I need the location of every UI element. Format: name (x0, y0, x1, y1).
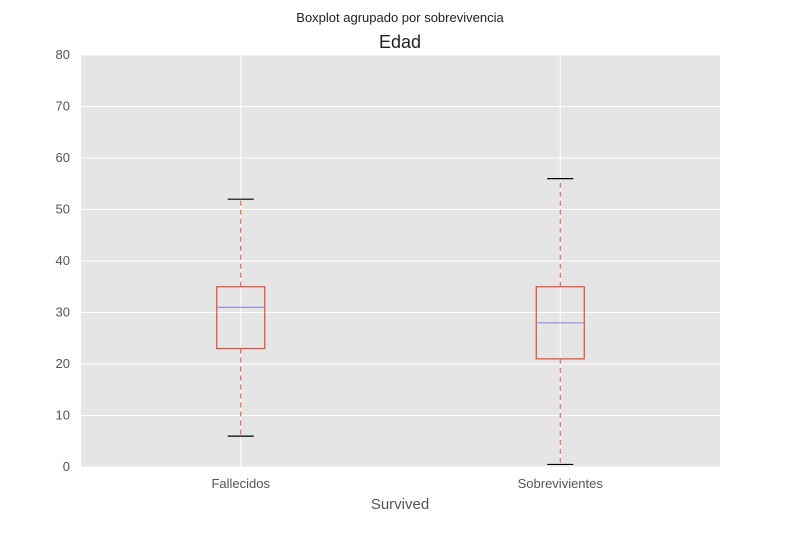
y-tick-label: 0 (63, 459, 70, 474)
y-tick-label: 20 (56, 356, 70, 371)
y-tick-label: 70 (56, 99, 70, 114)
chart-title: Edad (379, 32, 421, 52)
iqr-box (216, 286, 266, 350)
boxes (216, 178, 585, 466)
y-tick-label: 30 (56, 305, 70, 320)
box-fallecidos (216, 198, 266, 437)
y-tick-label: 10 (56, 408, 70, 423)
y-tick-label: 60 (56, 150, 70, 165)
y-tick-label: 50 (56, 202, 70, 217)
y-axis-ticks: 0 10 20 30 40 50 60 70 80 (56, 47, 70, 474)
box-sobrevivientes (535, 178, 585, 466)
chart-suptitle: Boxplot agrupado por sobrevivencia (296, 10, 504, 25)
x-tick-label: Fallecidos (211, 476, 270, 491)
x-axis-label: Survived (371, 496, 429, 513)
y-tick-label: 40 (56, 253, 70, 268)
y-tick-label: 80 (56, 47, 70, 62)
x-axis-ticks: Fallecidos Sobrevivientes (211, 476, 603, 491)
x-tick-label: Sobrevivientes (518, 476, 604, 491)
